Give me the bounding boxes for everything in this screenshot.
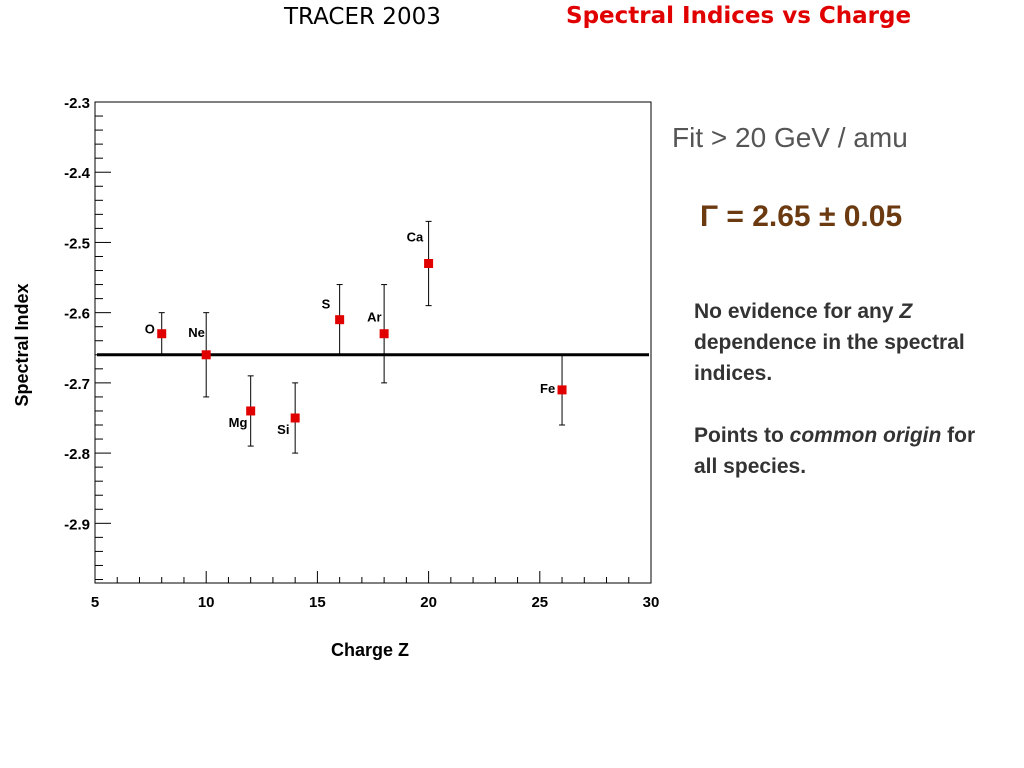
y-tick-label: -2.8 <box>64 446 90 463</box>
gamma-value: Γ = 2.65 ± 0.05 <box>700 200 903 233</box>
point-label: Ar <box>367 310 381 325</box>
data-point <box>335 315 345 325</box>
x-tick-label: 20 <box>420 594 437 611</box>
data-point <box>379 329 389 339</box>
y-tick-label: -2.9 <box>64 516 90 533</box>
point-label: Mg <box>229 415 248 430</box>
point-label: Fe <box>540 381 555 396</box>
data-point <box>424 259 434 269</box>
header-title-right: Spectral Indices vs Charge <box>566 3 912 29</box>
note-common-origin: Points to common origin for all species. <box>694 420 994 482</box>
y-tick-label: -2.6 <box>64 306 90 323</box>
note2-text-b: for all species. <box>694 424 976 478</box>
point-label: Ca <box>407 230 424 245</box>
note1-text-b: dependence in the spectral indices. <box>694 331 965 385</box>
point-label: Ne <box>188 325 205 340</box>
x-axis-label: Charge Z <box>331 640 409 660</box>
y-tick-label: -2.3 <box>64 95 90 112</box>
data-point <box>557 385 567 395</box>
note1-text-a: No evidence for any <box>694 300 900 323</box>
x-tick-label: 10 <box>198 594 215 611</box>
data-point <box>290 413 300 423</box>
point-label: O <box>145 322 155 337</box>
x-tick-label: 15 <box>309 594 326 611</box>
data-point <box>157 329 167 339</box>
plot-frame <box>94 101 652 584</box>
note2-emphasis: common origin <box>789 424 942 447</box>
data-point <box>201 350 211 360</box>
notes-panel: No evidence for any Z dependence in the … <box>694 296 994 513</box>
note2-text-a: Points to <box>694 424 790 447</box>
y-tick-label: -2.5 <box>64 235 90 252</box>
point-label: Si <box>277 422 289 437</box>
y-tick-label: -2.4 <box>64 165 91 182</box>
x-tick-label: 25 <box>531 594 548 611</box>
point-label: S <box>322 297 331 312</box>
fit-range-label: Fit > 20 GeV / amu <box>672 122 908 153</box>
data-point <box>246 406 256 416</box>
x-tick-label: 5 <box>91 594 99 611</box>
note1-z: Z <box>899 300 913 323</box>
x-tick-label: 30 <box>643 594 660 611</box>
note-no-evidence: No evidence for any Z dependence in the … <box>694 296 994 389</box>
y-tick-label: -2.7 <box>64 376 90 393</box>
header-title-left: TRACER 2003 <box>284 4 441 30</box>
y-axis-label: Spectral Index <box>12 283 32 406</box>
